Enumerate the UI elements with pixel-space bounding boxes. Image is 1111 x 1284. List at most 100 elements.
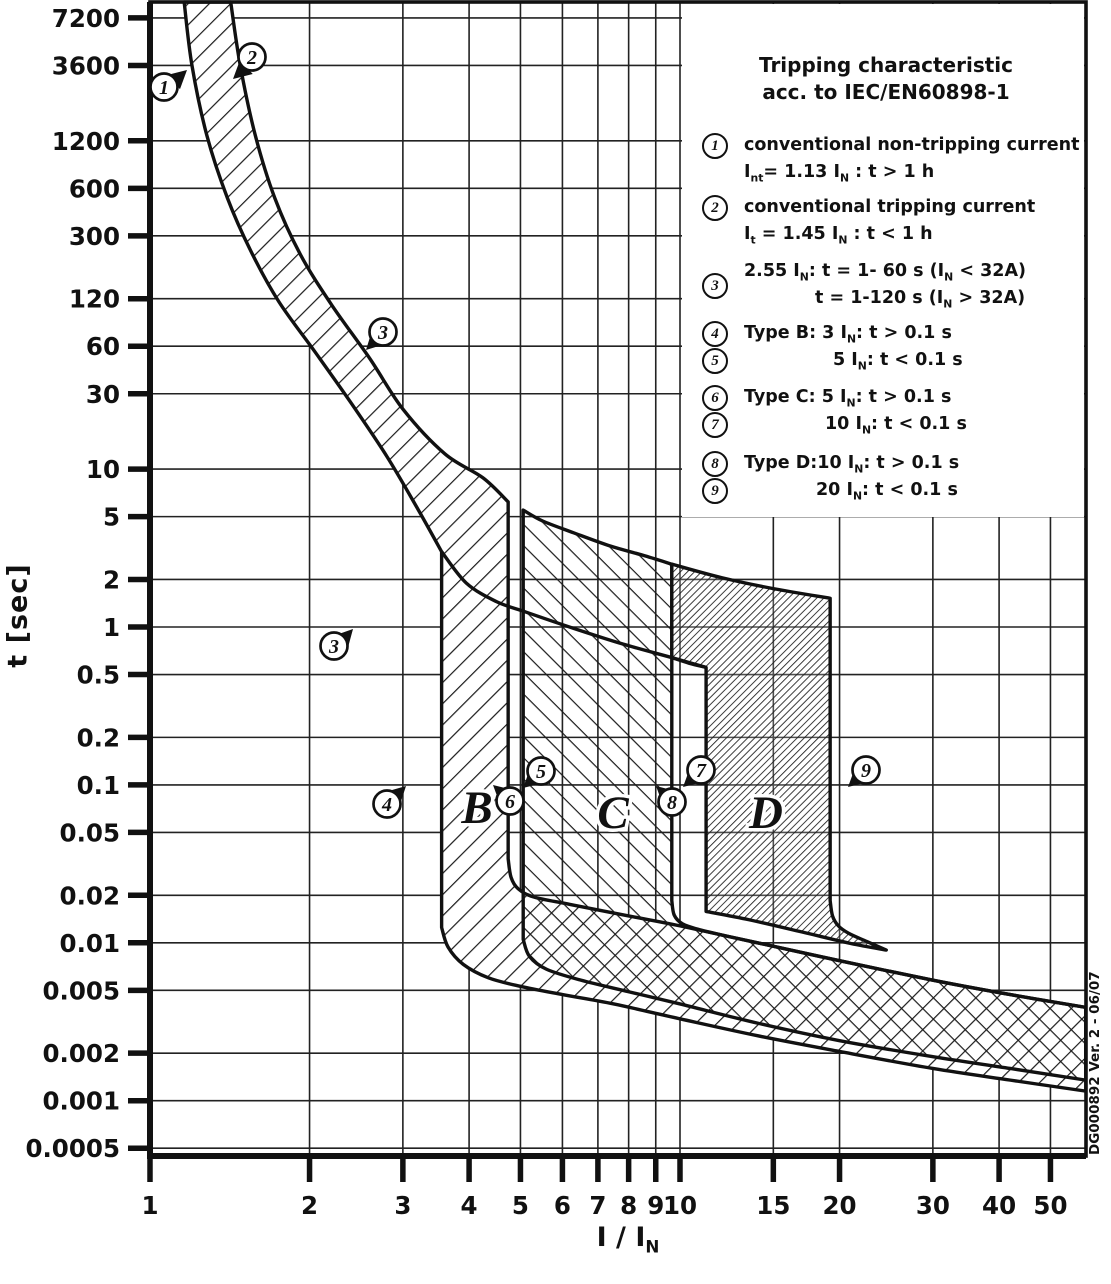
legend-item-text: Int= 1.13 IN : t > 1 h xyxy=(744,162,935,185)
svg-text:50: 50 xyxy=(1033,1191,1067,1220)
svg-text:120: 120 xyxy=(69,285,120,314)
y-tick-labels: 7200 3600 1200 600 300 120 60 30 10 5 2 1 0.5 0.2 0.1 0… xyxy=(25,4,120,1163)
document-reference-watermark: DG000892 Ver. 2 - 06/07 xyxy=(1087,971,1103,1155)
svg-text:30: 30 xyxy=(86,380,120,409)
flag-number-8: 8 xyxy=(667,792,677,814)
svg-text:0.1: 0.1 xyxy=(77,771,120,800)
svg-text:0.002: 0.002 xyxy=(43,1039,121,1068)
svg-text:0.001: 0.001 xyxy=(43,1087,121,1116)
svg-text:1200: 1200 xyxy=(52,127,120,156)
svg-text:7: 7 xyxy=(589,1191,606,1220)
region-label-C: C xyxy=(597,787,629,839)
flag-circle-6 xyxy=(495,786,525,816)
flag-number-9: 9 xyxy=(861,760,871,782)
flag-circle-7 xyxy=(686,755,716,785)
axis-ticks xyxy=(128,15,1054,1182)
legend-item-number-icon: 1 xyxy=(702,133,728,159)
flag-circle-9 xyxy=(851,755,881,785)
flag-number-7: 7 xyxy=(696,760,707,782)
legend-item-text: 5 IN: t < 0.1 s xyxy=(833,350,963,373)
flag-number-2: 2 xyxy=(246,47,257,69)
type-c-band xyxy=(521,508,1088,1082)
legend-item-number-icon: 3 xyxy=(702,273,728,299)
flag-number-6: 6 xyxy=(505,791,515,813)
y-axis-title: t [sec] xyxy=(2,563,34,668)
svg-text:30: 30 xyxy=(916,1191,950,1220)
legend-item-number-icon: 4 xyxy=(702,321,728,347)
legend-item-number-icon: 6 xyxy=(702,385,728,411)
legend-title-line2: acc. to IEC/EN60898-1 xyxy=(762,80,1010,104)
svg-text:0.05: 0.05 xyxy=(60,818,120,847)
svg-text:5: 5 xyxy=(512,1191,529,1220)
legend-item-number-icon: 7 xyxy=(702,412,728,438)
tripping-bands xyxy=(182,0,1088,1093)
svg-text:1: 1 xyxy=(103,613,120,642)
svg-text:10: 10 xyxy=(86,455,120,484)
svg-text:600: 600 xyxy=(69,174,120,203)
x-axis-title: I / IN xyxy=(596,1222,660,1257)
thermal-and-bottom-band xyxy=(182,0,1088,1093)
region-label-D: D xyxy=(748,787,783,839)
legend-item-text: 10 IN: t < 0.1 s xyxy=(825,414,967,437)
svg-text:300: 300 xyxy=(69,222,120,251)
flag-number-3: 3 xyxy=(328,636,339,658)
svg-text:5: 5 xyxy=(103,503,120,532)
legend-title: Tripping characteristic acc. to IEC/EN60… xyxy=(688,52,1084,106)
svg-text:7200: 7200 xyxy=(52,4,120,33)
svg-text:10: 10 xyxy=(663,1191,697,1220)
legend-item-text: Type D:10 IN: t > 0.1 s xyxy=(744,453,960,476)
svg-text:3600: 3600 xyxy=(52,51,120,80)
legend-item-text: conventional tripping current xyxy=(744,197,1036,217)
legend-item-text: It = 1.45 IN : t < 1 h xyxy=(744,224,933,247)
x-tick-labels: 1 2 3 4 5 6 7 8 910 15 20 30 40 50 xyxy=(141,1191,1067,1220)
flag-number-3: 3 xyxy=(377,322,388,344)
svg-text:15: 15 xyxy=(756,1191,790,1220)
svg-text:2: 2 xyxy=(301,1191,318,1220)
svg-text:8: 8 xyxy=(620,1191,637,1220)
legend-item-text: 2.55 IN: t = 1- 60 s (IN < 32A) xyxy=(744,261,1026,284)
region-labels: B C D xyxy=(457,779,787,843)
svg-text:1: 1 xyxy=(141,1191,158,1220)
svg-text:0.01: 0.01 xyxy=(60,929,120,958)
svg-text:60: 60 xyxy=(86,332,120,361)
svg-text:6: 6 xyxy=(554,1191,571,1220)
annotation-flags: 1 2 3 3 4 5 6 7 8 9 xyxy=(149,42,881,819)
flag-circle-5 xyxy=(526,756,556,786)
legend-item-text: Type C: 5 IN: t > 0.1 s xyxy=(744,387,952,410)
svg-text:0.0005: 0.0005 xyxy=(25,1134,120,1163)
legend-item-number-icon: 9 xyxy=(702,478,728,504)
lower-curve-continuation xyxy=(440,550,707,670)
legend-item-text: t = 1-120 s (IN > 32A) xyxy=(815,288,1026,311)
svg-text:0.5: 0.5 xyxy=(77,661,120,690)
flag-circle-4 xyxy=(372,789,402,819)
svg-text:40: 40 xyxy=(982,1191,1016,1220)
svg-text:0.02: 0.02 xyxy=(60,881,120,910)
flag-pointer-icon xyxy=(233,59,253,79)
legend-item-text: 20 IN: t < 0.1 s xyxy=(816,480,958,503)
svg-text:3: 3 xyxy=(394,1191,411,1220)
legend-item-number-icon: 8 xyxy=(702,451,728,477)
flag-circle-2 xyxy=(237,42,267,72)
flag-number-4: 4 xyxy=(381,794,392,816)
flag-number-5: 5 xyxy=(536,761,546,783)
type-d-band xyxy=(670,562,888,952)
legend-item-number-icon: 5 xyxy=(702,348,728,374)
svg-text:0.005: 0.005 xyxy=(43,976,121,1005)
legend-item-number-icon: 2 xyxy=(702,195,728,221)
legend-item-text: conventional non-tripping current xyxy=(744,135,1080,155)
legend-item-text: Type B: 3 IN: t > 0.1 s xyxy=(744,323,952,346)
flag-circle-1 xyxy=(149,72,179,102)
flag-circle-3 xyxy=(319,631,349,661)
svg-text:2: 2 xyxy=(103,565,120,594)
flag-circle-8 xyxy=(657,787,687,817)
svg-text:4: 4 xyxy=(461,1191,478,1220)
svg-text:20: 20 xyxy=(822,1191,856,1220)
flag-number-1: 1 xyxy=(159,77,169,99)
legend-panel: Tripping characteristic acc. to IEC/EN60… xyxy=(688,6,1084,516)
svg-text:9: 9 xyxy=(647,1191,664,1220)
svg-text:0.2: 0.2 xyxy=(77,723,120,752)
flag-circle-3 xyxy=(368,317,398,347)
legend-title-line1: Tripping characteristic xyxy=(759,53,1013,77)
region-label-B: B xyxy=(460,782,492,834)
